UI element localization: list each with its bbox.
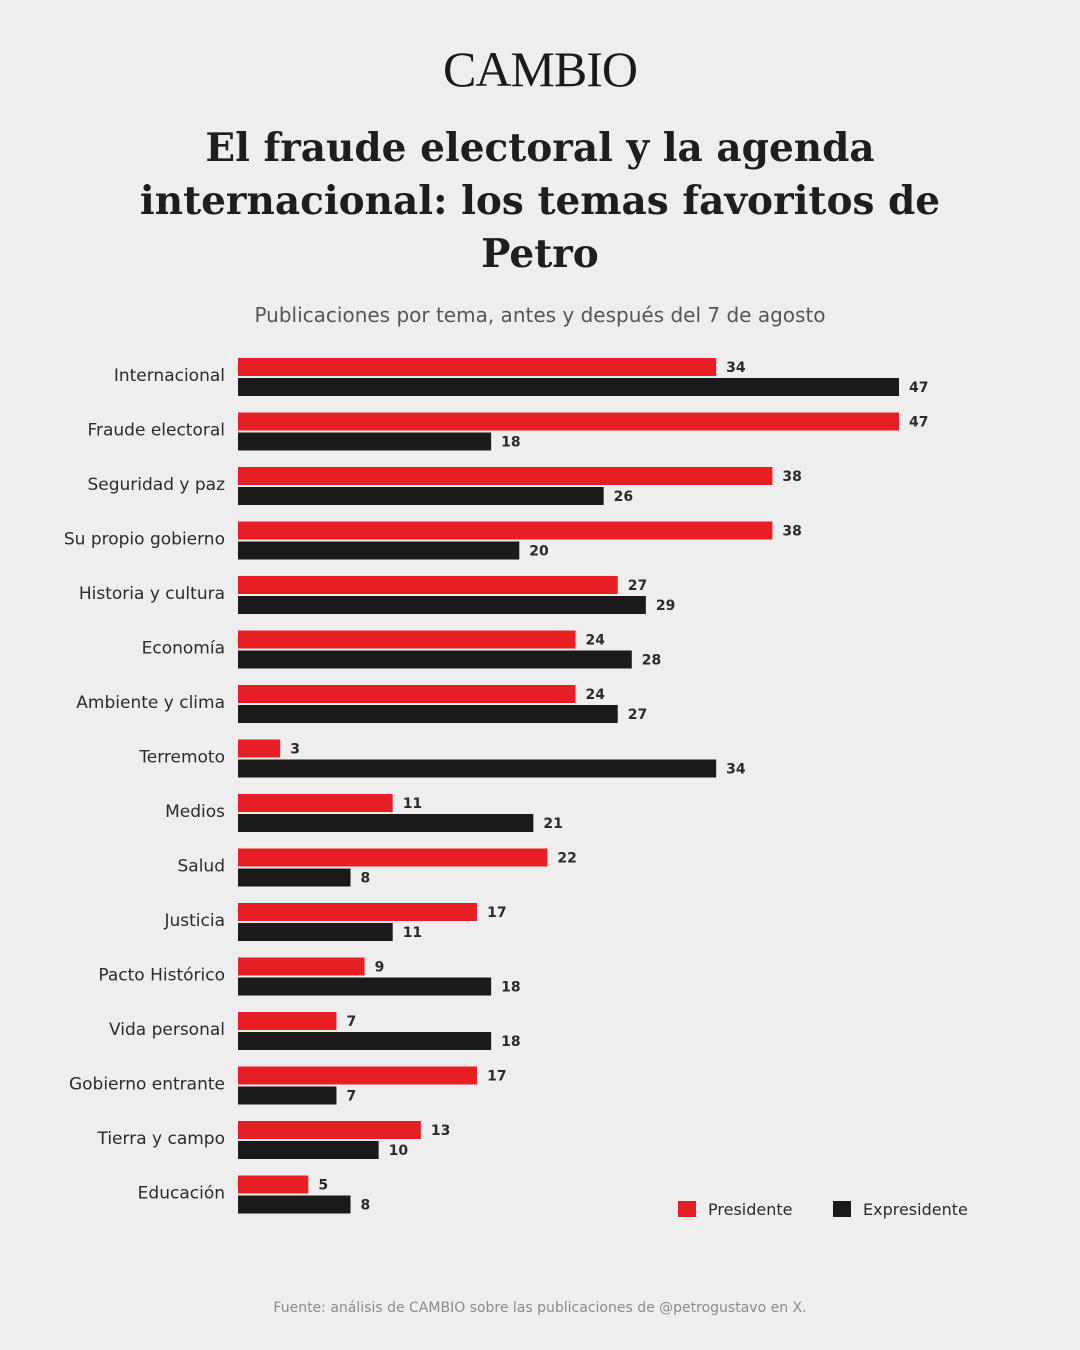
bar [238, 630, 576, 649]
category-label: Vida personal [109, 1020, 225, 1040]
bar [238, 467, 773, 485]
category-label: Medios [165, 802, 225, 822]
bar [238, 1012, 337, 1030]
data-label: 24 [586, 687, 606, 703]
data-label: 11 [403, 925, 422, 941]
data-label: 27 [628, 578, 647, 594]
bar [238, 1121, 421, 1139]
bar [238, 739, 281, 758]
category-label: Internacional [114, 366, 225, 386]
category-label: Terremoto [138, 748, 225, 768]
data-label: 27 [628, 707, 647, 723]
data-label: 8 [361, 1198, 371, 1214]
bar [238, 903, 478, 921]
data-label: 21 [543, 816, 562, 832]
category-label: Educación [138, 1184, 225, 1204]
data-label: 34 [726, 762, 746, 778]
data-label: 38 [782, 524, 801, 540]
category-label: Salud [178, 857, 226, 877]
category-label: Historia y cultura [79, 584, 225, 604]
data-label: 9 [375, 960, 385, 976]
data-label: 5 [318, 1178, 328, 1194]
data-label: 18 [501, 1034, 520, 1050]
category-label: Su propio gobierno [64, 530, 225, 550]
chart-subtitle: Publicaciones por tema, antes y después … [254, 303, 826, 327]
bar [238, 705, 618, 723]
data-label: 24 [586, 633, 606, 649]
data-label: 18 [501, 435, 520, 451]
bar [238, 1086, 337, 1105]
bar [238, 541, 520, 560]
bar [238, 576, 618, 594]
data-label: 8 [361, 871, 371, 887]
bar [238, 1175, 309, 1194]
data-label: 47 [909, 415, 928, 431]
bar-chart: Internacional 34 47 Fraude electoral 47 18 Seg… [64, 358, 968, 1219]
category-label: Fraude electoral [87, 421, 225, 441]
data-label: 28 [642, 653, 661, 669]
bar [238, 923, 393, 941]
bar [238, 358, 717, 376]
category-label: Economía [142, 639, 225, 659]
bar [238, 794, 393, 812]
category-label: Justicia [163, 911, 225, 931]
bar [238, 521, 773, 540]
legend-swatch [678, 1201, 696, 1217]
bar [238, 487, 604, 505]
bar [238, 378, 899, 396]
bar [238, 1195, 351, 1214]
bar [238, 957, 365, 976]
data-label: 26 [614, 489, 633, 505]
category-label: Tierra y campo [96, 1129, 225, 1149]
legend-label: Expresidente [863, 1200, 968, 1219]
legend-swatch [833, 1201, 851, 1217]
data-label: 7 [346, 1014, 356, 1030]
data-label: 22 [557, 851, 576, 867]
data-label: 17 [487, 1069, 506, 1085]
bar [238, 848, 548, 867]
data-label: 10 [389, 1143, 409, 1159]
data-label: 47 [909, 380, 928, 396]
data-label: 29 [656, 598, 675, 614]
data-label: 18 [501, 980, 520, 996]
data-label: 11 [403, 796, 422, 812]
bar [238, 1141, 379, 1159]
data-label: 20 [529, 544, 549, 560]
bar [238, 650, 632, 669]
data-label: 7 [346, 1089, 356, 1105]
category-label: Gobierno entrante [69, 1075, 225, 1095]
bar [238, 868, 351, 887]
data-label: 17 [487, 905, 506, 921]
data-label: 13 [431, 1123, 450, 1139]
bar [238, 685, 576, 703]
legend-label: Presidente [708, 1200, 792, 1219]
chart-title: El fraude electoral y la agenda internac… [139, 125, 941, 277]
bar [238, 977, 492, 996]
category-label: Ambiente y clima [76, 693, 225, 713]
bar [238, 1032, 492, 1050]
data-label: 38 [782, 469, 801, 485]
data-label: 34 [726, 360, 746, 376]
category-label: Seguridad y paz [87, 475, 225, 495]
source-note: Fuente: análisis de CAMBIO sobre las pub… [273, 1300, 807, 1316]
brand-logo: CAMBIO [442, 41, 638, 97]
bar [238, 759, 717, 778]
category-label: Pacto Histórico [98, 966, 225, 986]
bar [238, 596, 646, 614]
data-label: 3 [290, 742, 300, 758]
bar [238, 412, 899, 431]
bar [238, 814, 534, 832]
bar [238, 432, 492, 451]
bar [238, 1066, 478, 1085]
